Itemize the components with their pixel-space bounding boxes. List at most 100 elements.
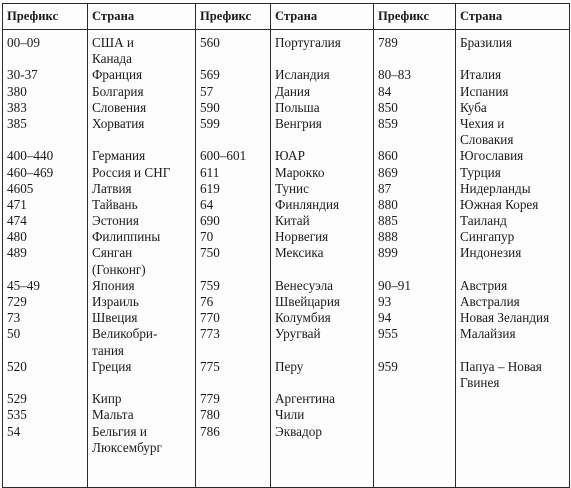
country-name: Филиппины <box>92 229 161 245</box>
prefix-value <box>378 375 453 391</box>
country-name: (Гонконг) <box>92 261 146 277</box>
prefix-value <box>7 440 85 456</box>
country-name <box>275 440 371 456</box>
prefix-value <box>378 262 453 278</box>
prefix-value: 611 <box>200 164 220 180</box>
country-name: Кипр <box>92 391 122 407</box>
country-name <box>460 51 567 67</box>
prefix-value: 955 <box>378 326 398 342</box>
country-name: Финляндия <box>275 196 340 212</box>
prefix-value: 599 <box>200 115 220 131</box>
country-name: Папуа – Новая <box>460 358 542 374</box>
prefix-value: 00–09 <box>7 35 40 50</box>
country-name: Куба <box>460 99 487 115</box>
country-name: Великобри- <box>92 326 158 342</box>
prefix-value <box>200 262 268 278</box>
prefix-value: 80–83 <box>378 67 411 83</box>
prefix-value: 4605 <box>7 180 34 196</box>
prefix-value: 50 <box>7 326 21 342</box>
country-name: Швейцария <box>275 294 340 309</box>
prefix-value: 850 <box>378 99 398 115</box>
country-name <box>460 440 567 456</box>
prefix-value <box>7 51 85 67</box>
country-name <box>92 132 193 148</box>
prefix-value <box>200 132 268 148</box>
country-name: Малайзия <box>460 326 516 342</box>
country-name: Норвегия <box>275 229 329 245</box>
prefix-cell: 00–09 30-37 380 383 385 400–440 460–469 4605 471… <box>2 29 88 488</box>
country-name: Гвинея <box>460 374 500 390</box>
prefix-value: 489 <box>7 245 27 261</box>
column-header-prefix: Префикс <box>373 3 456 30</box>
prefix-value: 729 <box>7 294 27 309</box>
prefix-value: 383 <box>7 99 27 115</box>
country-name <box>460 424 567 440</box>
prefix-value <box>7 343 85 359</box>
country-name: Эстония <box>92 213 139 229</box>
country-name: Сянган <box>92 245 133 261</box>
prefix-value: 64 <box>200 196 214 212</box>
country-name: Словакия <box>460 132 514 148</box>
prefix-value: 460–469 <box>7 164 54 180</box>
prefix-value: 880 <box>378 196 398 212</box>
prefix-value: 76 <box>200 294 214 309</box>
country-name: Индонезия <box>460 245 522 261</box>
prefix-value: 859 <box>378 115 398 131</box>
country-name: Таиланд <box>460 213 507 229</box>
prefix-value: 770 <box>200 310 220 326</box>
prefix-value <box>7 132 85 148</box>
prefix-value: 775 <box>200 358 220 374</box>
country-name <box>275 262 371 278</box>
country-name: Перу <box>275 358 304 374</box>
country-name: Бельгия и <box>92 423 147 439</box>
prefix-value: 888 <box>378 229 398 245</box>
country-name: Хорватия <box>92 115 145 131</box>
prefix-cell: 560 569 57 590 599 600–601 611 619 64 690 70 750 759… <box>195 29 271 488</box>
country-name: Австрия <box>460 277 508 293</box>
prefix-value: 84 <box>378 83 392 99</box>
country-name <box>460 407 567 423</box>
country-name <box>275 132 371 148</box>
country-name: Франция <box>92 67 143 83</box>
country-name: Исландия <box>275 67 330 83</box>
country-name: Португалия <box>275 35 341 50</box>
country-name: Колумбия <box>275 310 331 326</box>
prefix-value <box>378 132 453 148</box>
country-name: Югославия <box>460 148 524 164</box>
prefix-value <box>200 343 268 359</box>
prefix-value: 619 <box>200 180 220 196</box>
country-name <box>275 343 371 359</box>
country-name: Россия и СНГ <box>92 164 171 180</box>
prefix-value: 780 <box>200 407 220 423</box>
country-name: Тайвань <box>92 196 138 212</box>
country-name <box>460 343 567 359</box>
prefix-value: 94 <box>378 310 392 326</box>
prefix-value: 535 <box>7 407 27 423</box>
country-name: Тунис <box>275 180 309 196</box>
country-name: Турция <box>460 164 501 180</box>
country-name: Болгария <box>92 83 144 99</box>
country-name: тания <box>92 342 124 358</box>
prefix-value: 590 <box>200 99 220 115</box>
prefix-value <box>378 440 453 456</box>
prefix-cell: 789 80–83 84 850 859 860 869 87 880 885 888 899 90–9… <box>373 29 456 488</box>
prefix-value: 560 <box>200 35 220 50</box>
prefix-value: 474 <box>7 213 27 229</box>
prefix-value: 385 <box>7 115 27 131</box>
prefix-value <box>200 51 268 67</box>
prefix-value: 750 <box>200 245 220 261</box>
prefix-value: 400–440 <box>7 148 54 164</box>
country-name: Греция <box>92 358 132 374</box>
country-name: Испания <box>460 83 509 99</box>
prefix-value: 860 <box>378 148 398 164</box>
country-name: Дания <box>275 83 311 99</box>
prefix-value: 54 <box>7 423 21 439</box>
country-name: Польша <box>275 99 320 115</box>
country-name <box>460 262 567 278</box>
prefix-value: 520 <box>7 358 27 374</box>
country-name: ЮАР <box>275 148 305 164</box>
country-name: Италия <box>460 67 502 83</box>
country-name: Уругвай <box>275 326 321 342</box>
prefix-value: 773 <box>200 326 220 342</box>
